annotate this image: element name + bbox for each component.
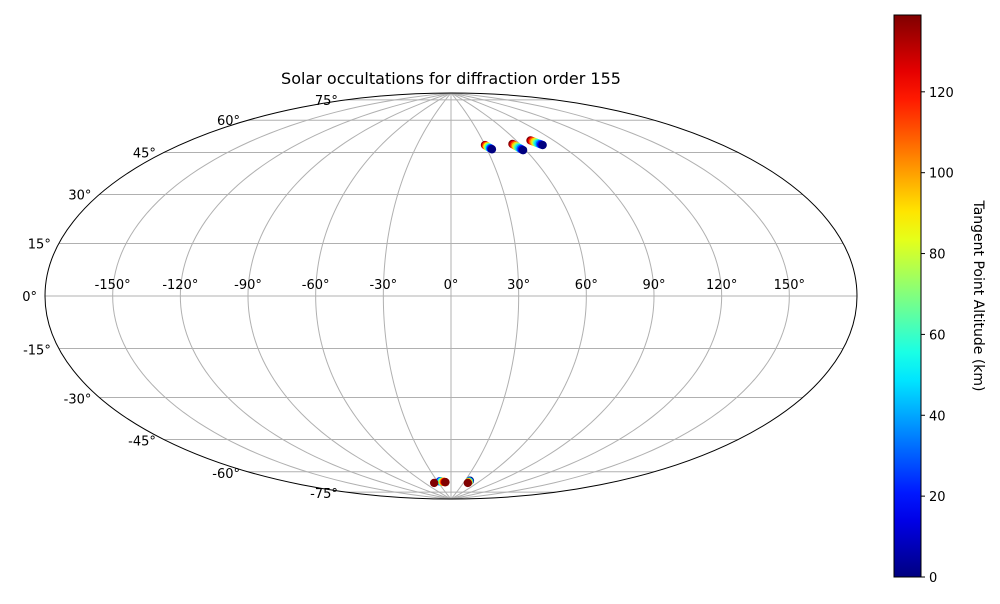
colorbar-tick-label: 0 bbox=[929, 571, 937, 586]
colorbar-label: Tangent Point Altitude (km) bbox=[970, 199, 986, 391]
colorbar-tick-label: 40 bbox=[929, 409, 946, 424]
occultation-point bbox=[441, 477, 450, 487]
colorbar-tick-label: 80 bbox=[929, 248, 946, 263]
longitude-tick-label: -90° bbox=[234, 278, 262, 293]
longitude-tick-label: -150° bbox=[95, 278, 131, 293]
occultation-points bbox=[429, 136, 547, 488]
map-outline bbox=[44, 92, 858, 500]
longitude-tick-label: -60° bbox=[302, 278, 330, 293]
colorbar-tick-label: 120 bbox=[929, 86, 954, 101]
latitude-tick-label: -30° bbox=[64, 393, 92, 408]
longitude-tick-label: 30° bbox=[507, 278, 530, 293]
colorbar-tick-label: 20 bbox=[929, 490, 946, 505]
longitude-tick-label: 120° bbox=[706, 278, 737, 293]
colorbar-gradient bbox=[893, 14, 922, 578]
longitude-tick-label: 60° bbox=[575, 278, 598, 293]
occultation-point bbox=[538, 140, 547, 150]
latitude-tick-labels: 75° 60° 45° 30° 15° 0° -15° -30° -45° -60° -75° bbox=[22, 94, 338, 502]
latitude-tick-label: 75° bbox=[315, 94, 338, 109]
graticule bbox=[45, 93, 857, 499]
occultation-point bbox=[518, 145, 528, 155]
longitude-tick-label: -30° bbox=[369, 278, 397, 293]
colorbar-tick-label: 100 bbox=[929, 167, 954, 182]
latitude-tick-label: -15° bbox=[23, 344, 51, 359]
latitude-tick-label: -45° bbox=[128, 435, 156, 450]
longitude-tick-labels: -150° -120° -90° -60° -30° 0° 30° 60° 90° 120° 150… bbox=[95, 278, 805, 293]
latitude-tick-label: 45° bbox=[133, 146, 156, 161]
longitude-tick-label: 90° bbox=[642, 278, 665, 293]
latitude-tick-label: 0° bbox=[22, 290, 37, 305]
colorbar-tick-label: 60 bbox=[929, 328, 946, 343]
latitude-tick-label: 60° bbox=[217, 114, 240, 129]
occultation-point bbox=[463, 478, 473, 488]
occultation-point bbox=[429, 478, 439, 488]
longitude-tick-label: 150° bbox=[774, 278, 805, 293]
latitude-tick-label: -75° bbox=[310, 487, 338, 502]
colorbar-ticks: 0 20 40 60 80 100 120 bbox=[921, 86, 954, 586]
latitude-tick-label: 30° bbox=[68, 189, 91, 204]
occultation-point bbox=[487, 145, 497, 154]
longitude-tick-label: 0° bbox=[444, 278, 459, 293]
latitude-tick-label: 15° bbox=[28, 237, 51, 252]
longitude-tick-label: -120° bbox=[162, 278, 198, 293]
chart-title: Solar occultations for diffraction order… bbox=[281, 69, 621, 88]
latitude-tick-label: -60° bbox=[212, 467, 240, 482]
colorbar: 0 20 40 60 80 100 120 Tangent Point Altitude (… bbox=[893, 14, 986, 586]
